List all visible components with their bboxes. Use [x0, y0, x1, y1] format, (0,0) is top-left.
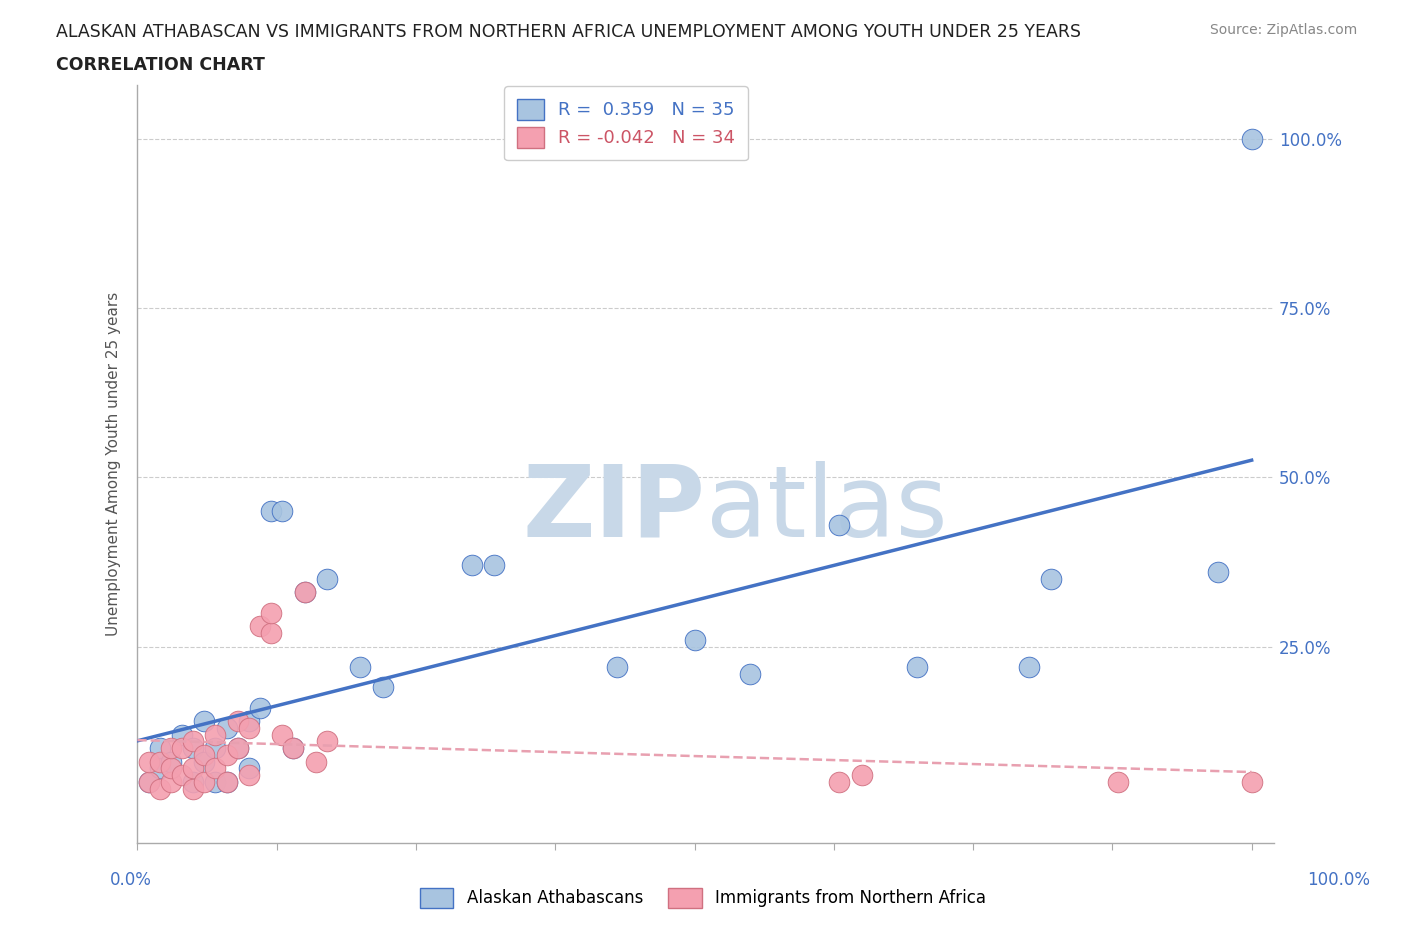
Point	[1040, 572, 1063, 587]
Text: 100.0%: 100.0%	[1308, 871, 1369, 889]
Point	[605, 659, 627, 674]
Point	[460, 558, 482, 573]
Point	[249, 618, 271, 633]
Text: 0.0%: 0.0%	[110, 871, 152, 889]
Legend: R =  0.359   N = 35, R = -0.042   N = 34: R = 0.359 N = 35, R = -0.042 N = 34	[505, 86, 748, 160]
Text: Source: ZipAtlas.com: Source: ZipAtlas.com	[1209, 23, 1357, 37]
Text: ZIP: ZIP	[523, 461, 706, 558]
Point	[181, 740, 204, 755]
Point	[181, 761, 204, 776]
Point	[249, 700, 271, 715]
Text: CORRELATION CHART: CORRELATION CHART	[56, 56, 266, 73]
Point	[271, 727, 294, 742]
Point	[238, 761, 260, 776]
Point	[740, 666, 762, 681]
Legend: Alaskan Athabascans, Immigrants from Northern Africa: Alaskan Athabascans, Immigrants from Nor…	[413, 882, 993, 914]
Point	[204, 740, 226, 755]
Point	[238, 768, 260, 783]
Point	[271, 504, 294, 519]
Point	[1206, 565, 1229, 579]
Point	[170, 727, 193, 742]
Point	[283, 740, 305, 755]
Point	[159, 754, 181, 769]
Point	[215, 721, 238, 736]
Point	[170, 740, 193, 755]
Point	[828, 775, 851, 790]
Point	[851, 768, 873, 783]
Point	[159, 740, 181, 755]
Point	[149, 740, 172, 755]
Point	[226, 713, 249, 728]
Y-axis label: Unemployment Among Youth under 25 years: Unemployment Among Youth under 25 years	[107, 292, 121, 636]
Point	[204, 727, 226, 742]
Point	[683, 632, 706, 647]
Point	[828, 517, 851, 532]
Point	[138, 775, 160, 790]
Point	[1107, 775, 1129, 790]
Point	[1018, 659, 1040, 674]
Point	[305, 754, 328, 769]
Text: atlas: atlas	[706, 461, 948, 558]
Point	[181, 781, 204, 796]
Point	[193, 775, 215, 790]
Point	[181, 734, 204, 749]
Point	[204, 775, 226, 790]
Point	[1240, 775, 1263, 790]
Point	[215, 748, 238, 763]
Point	[905, 659, 928, 674]
Text: ALASKAN ATHABASCAN VS IMMIGRANTS FROM NORTHERN AFRICA UNEMPLOYMENT AMONG YOUTH U: ALASKAN ATHABASCAN VS IMMIGRANTS FROM NO…	[56, 23, 1081, 41]
Point	[294, 585, 316, 600]
Point	[159, 775, 181, 790]
Point	[193, 713, 215, 728]
Point	[283, 740, 305, 755]
Point	[159, 761, 181, 776]
Point	[371, 680, 394, 695]
Point	[138, 754, 160, 769]
Point	[315, 572, 337, 587]
Point	[1240, 131, 1263, 146]
Point	[260, 626, 283, 641]
Point	[226, 740, 249, 755]
Point	[226, 740, 249, 755]
Point	[260, 605, 283, 620]
Point	[294, 585, 316, 600]
Point	[193, 748, 215, 763]
Point	[260, 504, 283, 519]
Point	[238, 713, 260, 728]
Point	[149, 754, 172, 769]
Point	[149, 781, 172, 796]
Point	[170, 768, 193, 783]
Point	[349, 659, 371, 674]
Point	[181, 775, 204, 790]
Point	[482, 558, 505, 573]
Point	[138, 775, 160, 790]
Point	[149, 761, 172, 776]
Point	[204, 761, 226, 776]
Point	[193, 754, 215, 769]
Point	[215, 775, 238, 790]
Point	[215, 775, 238, 790]
Point	[238, 721, 260, 736]
Point	[315, 734, 337, 749]
